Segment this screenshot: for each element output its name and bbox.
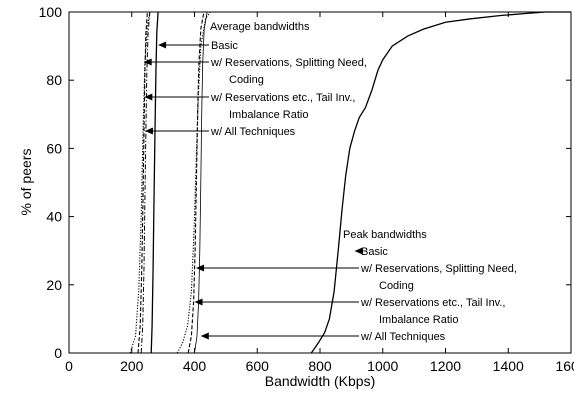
avg-tail-label: w/ Reservations etc., Tail Inv., bbox=[210, 92, 355, 104]
annotation-arrowhead bbox=[143, 58, 152, 66]
y-tick-label: 0 bbox=[54, 345, 62, 361]
annotation-arrowhead bbox=[196, 264, 205, 272]
x-tick-label: 1400 bbox=[493, 358, 524, 374]
y-axis-title: % of peers bbox=[18, 149, 34, 216]
peak-tail-label: w/ Reservations etc., Tail Inv., bbox=[360, 297, 505, 309]
x-tick-label: 0 bbox=[65, 358, 73, 374]
peak-reservations-label-2: Coding bbox=[379, 280, 414, 292]
peak-tail-label-2: Imbalance Ratio bbox=[379, 314, 459, 326]
x-tick-label: 800 bbox=[308, 358, 332, 374]
series-line-avg-0 bbox=[150, 11, 159, 354]
series-line-peak-4 bbox=[310, 11, 571, 354]
annotation-arrowhead bbox=[200, 332, 209, 340]
axis-ticks: 0 200 400 600 800 1000 1200 1400 1600 0 20 40 60 80 10… bbox=[39, 4, 574, 374]
y-tick-label: 80 bbox=[46, 72, 62, 88]
series-line-peak-7 bbox=[194, 11, 208, 354]
avg-all-label: w/ All Techniques bbox=[210, 126, 296, 138]
series-lines bbox=[129, 11, 571, 354]
avg-tail-label-2: Imbalance Ratio bbox=[229, 109, 309, 121]
x-tick-label: 1600 bbox=[555, 358, 574, 374]
annotation-arrowhead bbox=[158, 41, 167, 49]
series-line-avg-1 bbox=[137, 11, 148, 354]
annotation-arrowhead bbox=[144, 93, 153, 101]
series-line-peak-6 bbox=[176, 11, 211, 354]
x-tick-label: 600 bbox=[246, 358, 270, 374]
peak-basic-label: Basic bbox=[361, 246, 388, 258]
x-tick-label: 400 bbox=[183, 358, 207, 374]
peak-all-label: w/ All Techniques bbox=[360, 331, 446, 343]
annotations: Average bandwidths Basic w/ Reservations… bbox=[210, 21, 517, 343]
peak-reservations-label: w/ Reservations, Splitting Need, bbox=[360, 263, 517, 275]
peak-title-label: Peak bandwidths bbox=[343, 229, 427, 241]
avg-reservations-label: w/ Reservations, Splitting Need, bbox=[210, 57, 367, 69]
annotation-arrowhead bbox=[194, 298, 203, 306]
series-line-avg-3 bbox=[140, 11, 151, 354]
avg-reservations-label-2: Coding bbox=[229, 74, 264, 86]
x-tick-label: 200 bbox=[120, 358, 144, 374]
series-line-avg-2 bbox=[129, 11, 151, 354]
y-tick-label: 100 bbox=[39, 4, 63, 20]
avg-title-label: Average bandwidths bbox=[210, 21, 310, 33]
series-line-peak-5 bbox=[187, 11, 205, 354]
x-axis-title: Bandwidth (Kbps) bbox=[265, 373, 376, 389]
annotation-arrowhead bbox=[354, 247, 363, 255]
x-tick-label: 1200 bbox=[430, 358, 461, 374]
avg-basic-label: Basic bbox=[211, 40, 238, 52]
annotation-arrowhead bbox=[144, 127, 153, 135]
y-tick-label: 20 bbox=[46, 277, 62, 293]
y-tick-label: 40 bbox=[46, 209, 62, 225]
y-tick-label: 60 bbox=[46, 140, 62, 156]
annotation-arrows bbox=[143, 41, 363, 340]
x-tick-label: 1000 bbox=[367, 358, 398, 374]
